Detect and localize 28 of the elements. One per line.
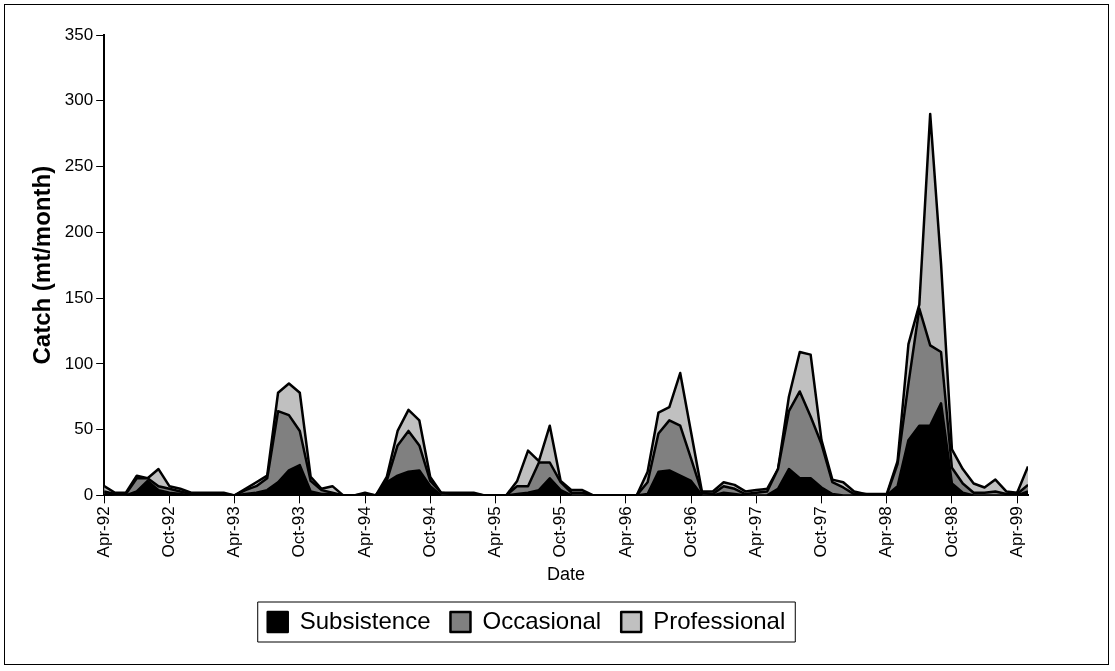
y-tick-label: 200 <box>64 221 94 241</box>
y-tick-label: 350 <box>64 24 94 44</box>
x-tick-label: Apr-98 <box>876 506 896 558</box>
x-tick-label: Apr-95 <box>485 506 505 558</box>
legend-label: Subsistence <box>299 606 431 634</box>
y-tick-label: 100 <box>64 353 94 373</box>
x-tick-label: Oct-98 <box>941 506 961 558</box>
x-tick-label: Apr-99 <box>1006 506 1026 558</box>
y-tick-label: 250 <box>64 156 94 176</box>
x-tick-label: Apr-93 <box>224 506 244 558</box>
x-axis-title: Date <box>547 564 586 585</box>
x-tick-label: Oct-92 <box>159 506 179 558</box>
x-tick-label: Oct-95 <box>550 506 570 558</box>
legend-label: Professional <box>653 606 786 634</box>
x-tick-label: Apr-94 <box>354 506 374 558</box>
legend-label: Occasional <box>482 606 602 634</box>
y-tick-label: 0 <box>83 485 94 505</box>
x-tick-label: Oct-94 <box>419 506 439 558</box>
y-tick-label: 150 <box>64 287 94 307</box>
x-tick-label: Oct-96 <box>680 506 700 558</box>
y-tick-label: 300 <box>64 90 94 110</box>
x-tick-label: Apr-96 <box>615 506 635 558</box>
y-axis-title: Catch (mt/month) <box>28 165 56 365</box>
y-tick-label: 50 <box>74 419 94 439</box>
x-tick-label: Apr-97 <box>745 506 765 558</box>
x-tick-label: Apr-92 <box>93 506 113 558</box>
x-tick-label: Oct-97 <box>811 506 831 558</box>
x-tick-label: Oct-93 <box>289 506 309 558</box>
